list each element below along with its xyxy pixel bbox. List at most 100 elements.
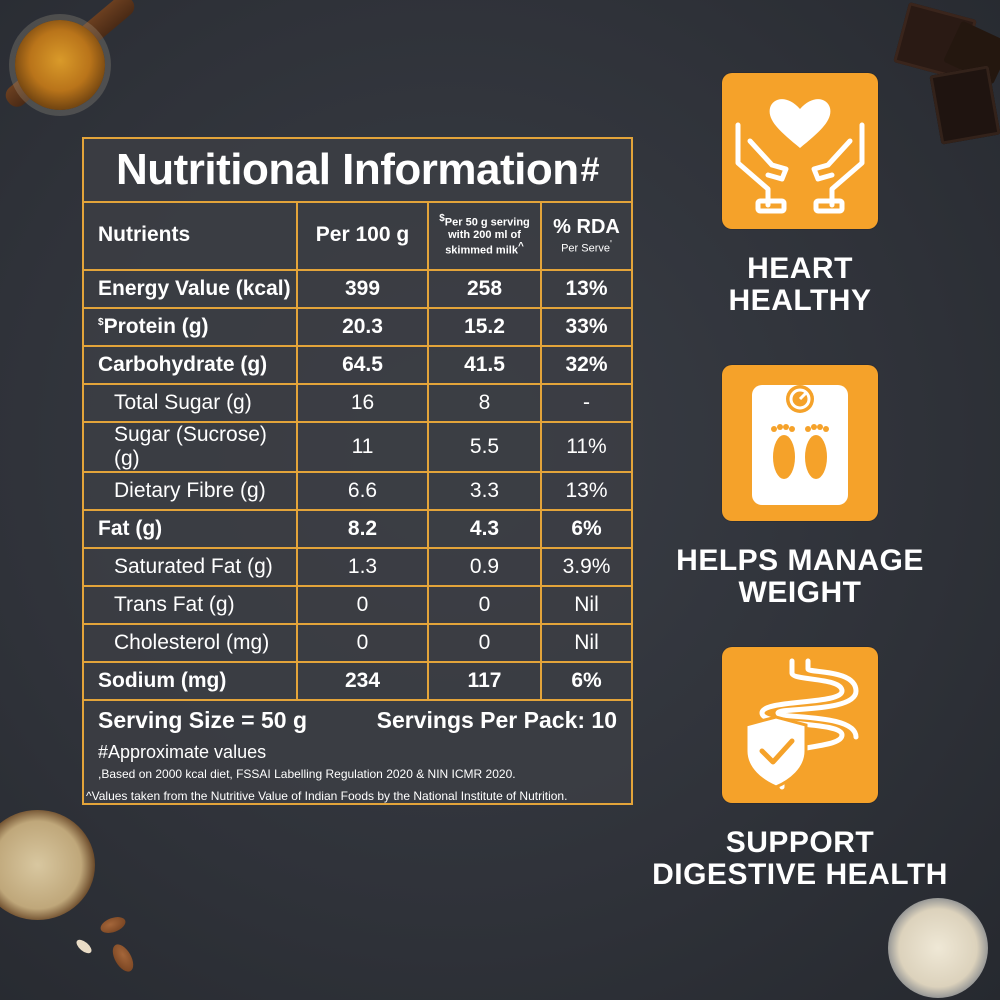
value-per-100g-text: 16: [350, 391, 375, 414]
value-per-50g-text: 41.5: [464, 353, 505, 376]
per50-mark: $: [439, 213, 445, 225]
value-per-100g-text: 8.2: [347, 517, 378, 540]
value-per-100g: 64.5: [296, 345, 429, 385]
value-per-50g-text: 8: [478, 391, 491, 414]
value-per-50g-text: 258: [466, 277, 503, 300]
note-rda-basis: ,Based on 2000 kcal diet, FSSAI Labellin…: [98, 767, 516, 781]
value-rda: -: [540, 383, 631, 423]
heart-hands-icon: [722, 73, 878, 229]
header-nutrients: Nutrients: [84, 201, 298, 271]
table-row: Dietary Fibre (g) 6.6 3.3 13%: [84, 471, 631, 511]
nutrient-name-text: Carbohydrate (g): [98, 353, 268, 376]
value-per-50g-text: 5.5: [469, 435, 500, 458]
panel-title: Nutritional Information #: [84, 139, 631, 203]
value-per-50g-text: 0: [478, 593, 491, 616]
table-row: Trans Fat (g) 0 0 Nil: [84, 585, 631, 625]
nutrient-name-text: Trans Fat (g): [114, 593, 235, 616]
header-per-50g: $Per 50 g serving with 200 ml of skimmed…: [427, 201, 542, 271]
value-per-100g-text: 20.3: [342, 315, 383, 338]
nutrition-table: Nutrients Per 100 g $Per 50 g serving wi…: [84, 201, 631, 701]
value-rda: 33%: [540, 307, 631, 347]
table-row: Carbohydrate (g) 64.5 41.5 32%: [84, 345, 631, 385]
table-row: Cholesterol (mg) 0 0 Nil: [84, 623, 631, 663]
value-rda-text: 11%: [566, 435, 607, 458]
benefit-label-line1: HEART: [747, 252, 853, 285]
benefit-label-line2: HEALTHY: [728, 284, 872, 317]
benefit-manage-weight: HELPS MANAGE WEIGHT: [670, 365, 930, 609]
value-rda-text: 6%: [571, 517, 602, 540]
value-rda-text: 13%: [565, 277, 608, 300]
panel-footer: Serving Size = 50 g Servings Per Pack: 1…: [86, 707, 617, 803]
value-per-100g: 234: [296, 661, 429, 701]
value-per-50g: 5.5: [427, 421, 542, 473]
value-per-50g-text: 0: [478, 631, 491, 654]
nutrient-name: Fat (g): [84, 509, 298, 549]
value-per-50g: 0: [427, 585, 542, 625]
value-per-50g-text: 117: [467, 669, 502, 692]
value-per-100g-text: 11: [351, 435, 374, 458]
value-per-100g: 6.6: [296, 471, 429, 511]
nutrient-name: Sugar (Sucrose) (g): [84, 421, 298, 473]
value-per-100g-text: 6.6: [347, 479, 378, 502]
title-footnote-mark: #: [580, 150, 600, 189]
value-per-50g-text: 4.3: [469, 517, 500, 540]
value-per-100g-text: 0: [356, 631, 369, 654]
value-rda-text: Nil: [574, 593, 599, 616]
value-per-100g: 20.3: [296, 307, 429, 347]
nutrient-name: Sodium (mg): [84, 661, 298, 701]
table-row: Sugar (Sucrose) (g) 11 5.5 11%: [84, 421, 631, 473]
value-rda-text: 33%: [565, 315, 608, 338]
value-rda-text: Nil: [574, 631, 599, 654]
nutrient-footnote-mark: $: [98, 317, 104, 328]
nutrient-name: Total Sugar (g): [84, 383, 298, 423]
value-per-100g: 11: [296, 421, 429, 473]
rda-sub-mark: ': [610, 239, 612, 251]
nutrient-name: Cholesterol (mg): [84, 623, 298, 663]
header-per-100g: Per 100 g: [296, 201, 429, 271]
benefit-heart-healthy: HEART HEALTHY: [670, 73, 930, 317]
almond-image: [98, 913, 128, 937]
value-per-100g-text: 0: [356, 593, 369, 616]
nutrient-name-text: Saturated Fat (g): [114, 555, 273, 578]
value-rda-text: 32%: [565, 353, 608, 376]
nutrient-name-text: Energy Value (kcal): [98, 277, 291, 300]
value-per-100g: 399: [296, 269, 429, 309]
value-rda: 32%: [540, 345, 631, 385]
table-header-row: Nutrients Per 100 g $Per 50 g serving wi…: [84, 201, 631, 271]
nutrient-name: Saturated Fat (g): [84, 547, 298, 587]
nutrient-name-text: Total Sugar (g): [114, 391, 252, 414]
value-per-100g-text: 64.5: [342, 353, 383, 376]
benefit-digestive-health: SUPPORT DIGESTIVE HEALTH: [652, 647, 947, 891]
value-per-50g: 117: [427, 661, 542, 701]
benefit-label-line2: WEIGHT: [738, 576, 862, 609]
nutrient-name-text: Fat (g): [98, 517, 163, 540]
nutrient-name-text: Cholesterol (mg): [114, 631, 270, 654]
oats-spoon-image: [0, 810, 95, 920]
benefit-label: HEART HEALTHY: [670, 253, 930, 317]
sliced-almond-image: [74, 937, 94, 956]
note-approximate: #Approximate values: [98, 742, 267, 762]
value-per-100g: 16: [296, 383, 429, 423]
header-rda: % RDA Per Serve': [540, 201, 631, 271]
benefit-label: HELPS MANAGE WEIGHT: [670, 545, 930, 609]
value-rda: Nil: [540, 623, 631, 663]
value-rda: 13%: [540, 471, 631, 511]
value-rda-text: 6%: [571, 669, 602, 692]
value-rda: 6%: [540, 661, 631, 701]
value-per-100g: 0: [296, 623, 429, 663]
rda-sub-text: Per Serve: [561, 242, 610, 255]
nutrition-rows: Energy Value (kcal) 399 258 13% $Protein (g)…: [84, 269, 631, 701]
value-per-100g-text: 234: [344, 669, 381, 692]
value-per-100g: 0: [296, 585, 429, 625]
value-per-50g: 0: [427, 623, 542, 663]
panel-title-text: Nutritional Information: [115, 145, 579, 194]
serving-row: Serving Size = 50 g Servings Per Pack: 1…: [98, 707, 617, 734]
benefit-label-line1: SUPPORT: [725, 826, 875, 859]
value-rda-text: 13%: [565, 479, 608, 502]
protein-powder-scoop-image: [888, 898, 988, 998]
almond-image: [108, 941, 138, 975]
nutrient-name-text: Protein (g): [103, 315, 209, 338]
value-rda: 6%: [540, 509, 631, 549]
value-per-50g: 258: [427, 269, 542, 309]
nutrient-name-text: Sodium (mg): [98, 669, 227, 692]
